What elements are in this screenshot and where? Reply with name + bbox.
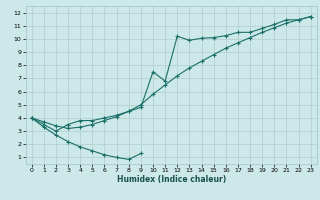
X-axis label: Humidex (Indice chaleur): Humidex (Indice chaleur) <box>116 175 226 184</box>
